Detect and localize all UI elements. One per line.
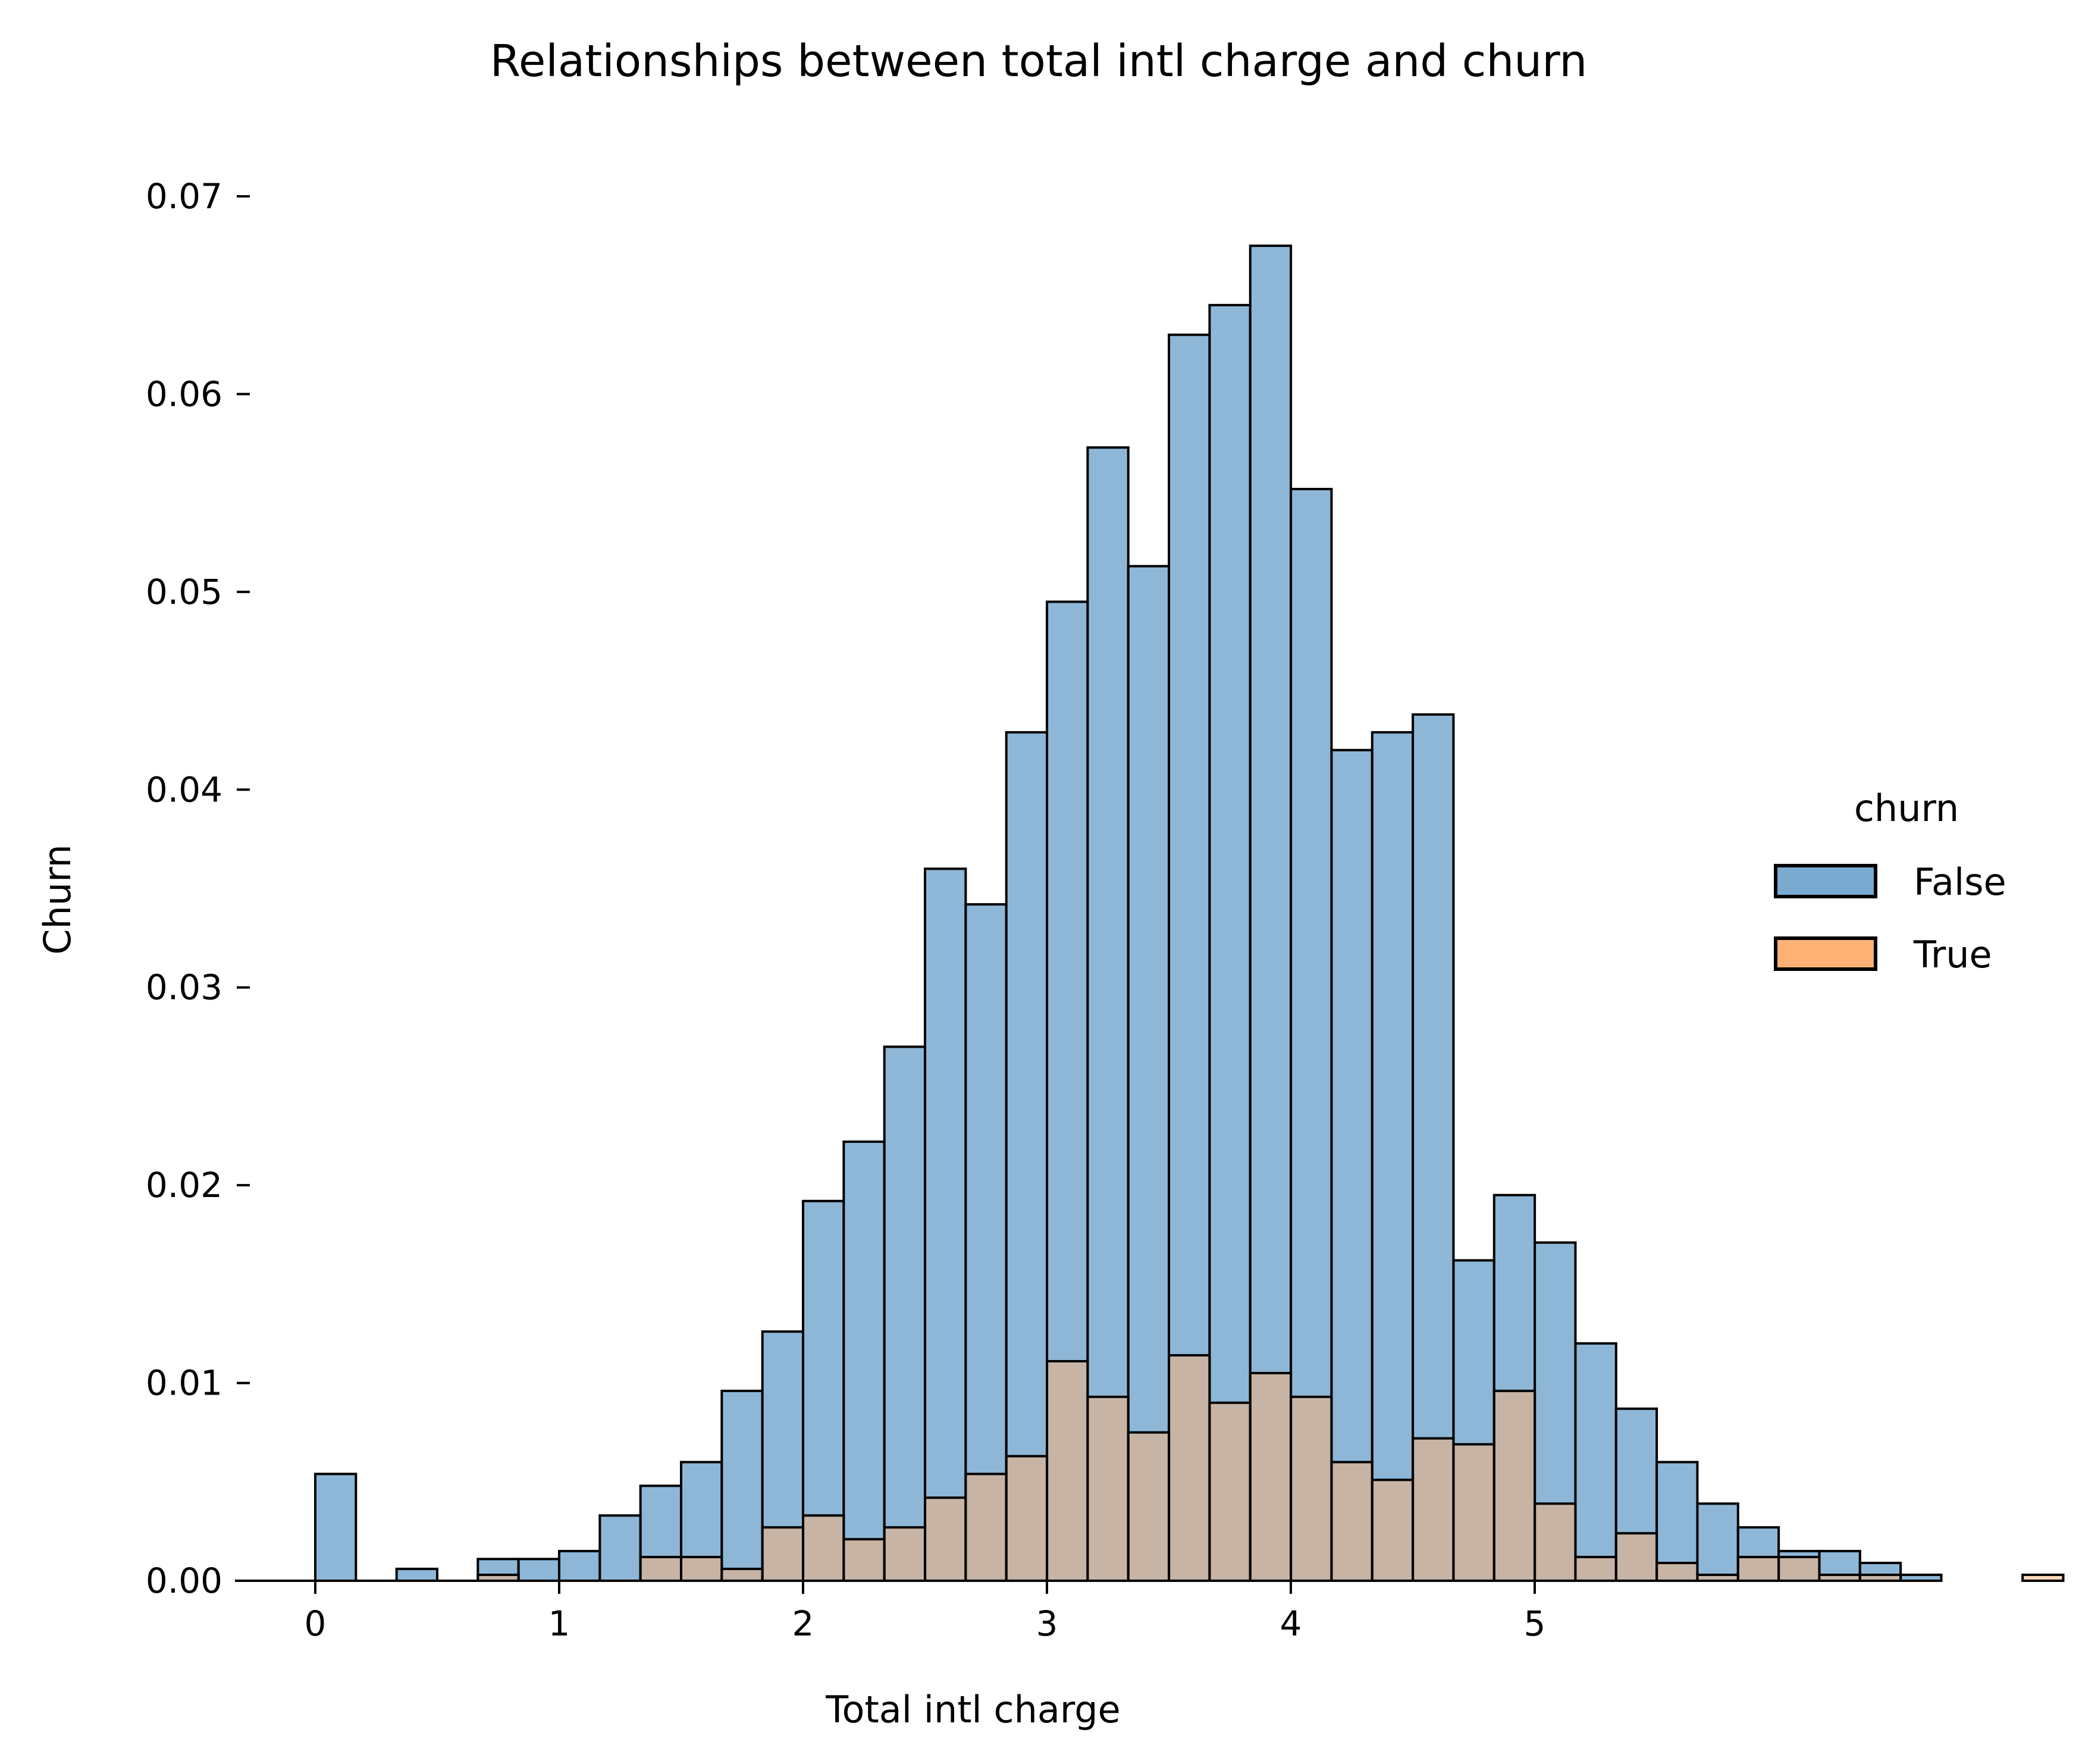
x-tick-label: 2	[792, 1603, 814, 1644]
y-axis: 0.00 0.01 0.02 0.03 0.04 0.05 0.06 0.07	[146, 176, 250, 1601]
false-series-bar	[1574, 1342, 1617, 1582]
y-tick-label: 0.01	[146, 1363, 222, 1403]
false-series-bar	[720, 1389, 764, 1583]
legend-label-false: False	[1914, 860, 2006, 904]
true-series-bar	[1818, 1574, 1861, 1582]
y-tick-label: 0.04	[146, 769, 222, 810]
true-series-bar	[1371, 1478, 1415, 1582]
x-tick-label: 1	[548, 1603, 570, 1644]
false-series-bar	[395, 1568, 439, 1582]
true-series-bar	[1168, 1354, 1211, 1583]
true-series-bar	[1777, 1556, 1821, 1583]
y-tick-label: 0.06	[146, 374, 222, 414]
false-series-bar	[314, 1472, 358, 1582]
true-series-bar	[1046, 1360, 1089, 1583]
true-series-bar	[1696, 1574, 1739, 1582]
false-series-bar	[842, 1141, 886, 1582]
false-series-bar	[1005, 731, 1049, 1582]
y-tick-label: 0.02	[146, 1165, 222, 1205]
false-series-bar	[598, 1514, 642, 1583]
true-series-bar	[1290, 1395, 1333, 1582]
x-tick-label: 0	[305, 1603, 327, 1644]
false-series-bar	[1249, 245, 1293, 1582]
true-series-bar	[680, 1556, 723, 1583]
true-series-bar	[1086, 1395, 1130, 1582]
x-axis: 0 1 2 3 4 5	[235, 1580, 1701, 1644]
false-series-bar	[517, 1558, 561, 1583]
false-series-bar	[1371, 731, 1415, 1582]
true-series-bar	[1208, 1401, 1252, 1582]
legend-label-true: True	[1913, 933, 1992, 976]
y-axis-label: Churn	[36, 844, 79, 955]
y-tick-label: 0.03	[146, 967, 222, 1008]
x-tick-label: 4	[1280, 1603, 1302, 1644]
y-tick-label: 0.07	[146, 176, 222, 217]
true-series-bar	[1614, 1532, 1658, 1582]
false-series-bar	[558, 1550, 601, 1583]
false-series-bar	[1412, 713, 1455, 1582]
legend-swatch-false	[1774, 864, 1877, 898]
false-series-bar	[964, 903, 1008, 1582]
false-series-bar	[1086, 446, 1130, 1582]
true-series-bar	[1452, 1443, 1495, 1582]
false-series-bar	[924, 867, 967, 1582]
true-series-bar	[1736, 1556, 1780, 1583]
x-tick-label: 5	[1524, 1603, 1546, 1644]
true-series-bar	[1858, 1574, 1902, 1582]
true-series-bar	[1127, 1431, 1171, 1582]
true-series-bar	[842, 1538, 886, 1582]
x-tick-label: 3	[1036, 1603, 1058, 1644]
true-series-bar	[1249, 1371, 1293, 1582]
true-series-bar	[2021, 1574, 2065, 1582]
true-series-bar	[1574, 1556, 1617, 1583]
false-series-bars	[314, 245, 1943, 1583]
false-series-bar	[883, 1045, 927, 1582]
legend-title: churn	[1854, 787, 1959, 830]
false-series-bar	[1330, 748, 1374, 1582]
false-series-bar	[1127, 565, 1171, 1582]
false-series-bar	[1208, 303, 1252, 1582]
true-series-bar	[883, 1526, 927, 1583]
false-series-bar	[1696, 1502, 1739, 1582]
true-series-bar	[1330, 1461, 1374, 1583]
y-tick-label: 0.05	[146, 572, 222, 612]
true-series-bar	[761, 1526, 805, 1583]
true-series-bar	[720, 1568, 764, 1582]
true-series-bar	[1492, 1389, 1536, 1583]
y-tick-label: 0.00	[146, 1561, 222, 1601]
x-axis-label: Total intl charge	[825, 1688, 1121, 1731]
true-series-bar	[964, 1472, 1008, 1582]
true-series-bar	[924, 1496, 967, 1582]
false-series-bar	[1899, 1574, 1943, 1582]
legend-swatch-true	[1774, 936, 1877, 971]
legend: churn False True	[1774, 787, 2006, 976]
false-series-bar	[1655, 1461, 1699, 1583]
chart-title: Relationships between total intl charge …	[490, 36, 1587, 87]
true-series-bar	[1412, 1437, 1455, 1582]
true-series-bar	[1534, 1502, 1577, 1582]
true-series-bar	[1655, 1562, 1699, 1583]
true-series-bar	[639, 1556, 683, 1583]
true-series-bar	[1005, 1455, 1049, 1583]
true-series-bar	[802, 1514, 845, 1583]
